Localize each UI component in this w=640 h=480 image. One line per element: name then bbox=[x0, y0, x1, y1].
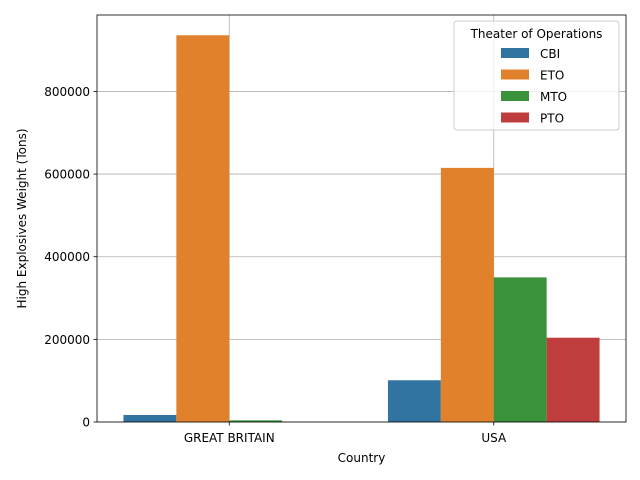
legend-label-mto: MTO bbox=[540, 90, 567, 104]
y-tick-label: 400000 bbox=[44, 250, 90, 264]
y-axis-ticks: 0 200000 400000 600000 800000 bbox=[44, 85, 97, 430]
legend-swatch-mto bbox=[501, 91, 529, 101]
x-tick-label: USA bbox=[481, 431, 507, 445]
legend-label-pto: PTO bbox=[540, 112, 564, 126]
bars bbox=[123, 35, 600, 422]
legend-label-eto: ETO bbox=[540, 69, 564, 83]
bar-cbi bbox=[387, 380, 441, 422]
y-tick-label: 800000 bbox=[44, 85, 90, 99]
legend-label-cbi: CBI bbox=[540, 47, 560, 61]
bar-mto bbox=[493, 277, 547, 422]
x-axis-ticks: GREAT BRITAIN USA bbox=[184, 422, 507, 445]
y-tick-label: 600000 bbox=[44, 168, 90, 182]
legend: Theater of Operations CBI ETO MTO PTO bbox=[453, 20, 620, 131]
bar-eto bbox=[176, 35, 230, 422]
y-tick-label: 0 bbox=[82, 416, 90, 430]
y-axis-label: High Explosives Weight (Tons) bbox=[15, 129, 29, 309]
bar-pto bbox=[546, 337, 600, 422]
legend-title: Theater of Operations bbox=[470, 27, 603, 41]
legend-box bbox=[453, 20, 620, 131]
legend-swatch-pto bbox=[501, 112, 529, 123]
legend-swatch-eto bbox=[501, 69, 529, 80]
bar-cbi bbox=[123, 414, 177, 422]
bar-mto bbox=[229, 420, 283, 422]
plot-frame bbox=[96, 14, 627, 423]
y-tick-label: 200000 bbox=[44, 333, 90, 347]
bar-eto bbox=[440, 167, 494, 422]
x-tick-label: GREAT BRITAIN bbox=[184, 431, 275, 445]
x-axis-label: Country bbox=[338, 451, 386, 465]
legend-swatch-cbi bbox=[501, 48, 529, 58]
